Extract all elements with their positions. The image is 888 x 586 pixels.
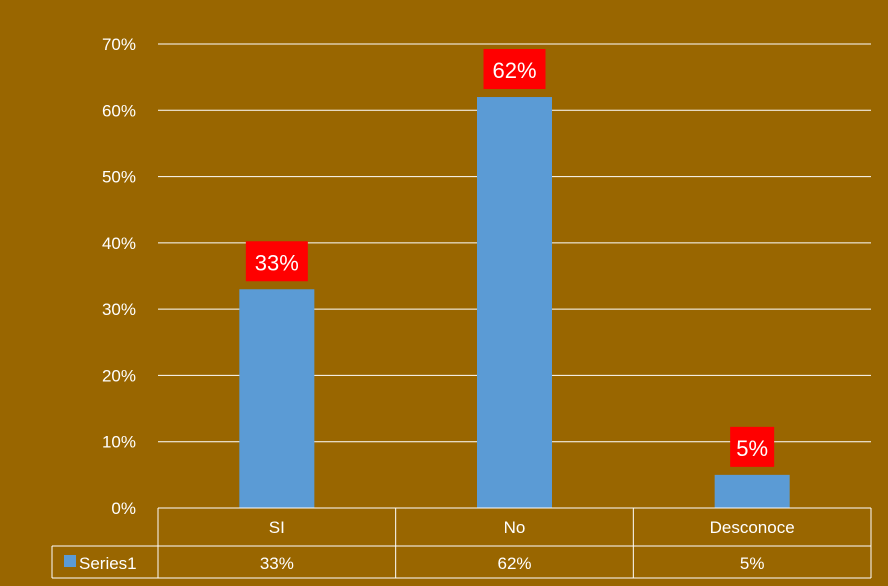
data-label: 62% (492, 58, 536, 83)
legend-series-name: Series1 (79, 554, 137, 573)
y-tick-label: 50% (102, 168, 136, 187)
data-label-background (483, 49, 546, 90)
bar (239, 289, 315, 508)
table-value: 5% (740, 554, 765, 573)
y-tick-label: 60% (102, 101, 136, 120)
legend-swatch (64, 555, 76, 567)
x-category-label: SI (269, 518, 285, 537)
y-tick-label: 40% (102, 234, 136, 253)
bar (714, 474, 790, 508)
data-label: 5% (736, 436, 768, 461)
x-category-label: Desconoce (710, 518, 795, 537)
table-value: 33% (260, 554, 294, 573)
data-label-background (730, 426, 775, 467)
bars (239, 97, 790, 509)
table-value: 62% (497, 554, 531, 573)
y-tick-label: 20% (102, 366, 136, 385)
data-labels: 33% 62% 5% (245, 49, 775, 467)
y-tick-label: 10% (102, 433, 136, 452)
bar (477, 97, 552, 509)
data-label-background (245, 241, 308, 282)
x-category-label: No (504, 518, 526, 537)
data-table: SI 33% No 62% Desconoce 5% Series1 (51, 507, 872, 579)
y-axis-ticks: 0% 10% 20% 30% 40% 50% 60% 70% (102, 35, 136, 518)
y-tick-label: 70% (102, 35, 136, 54)
y-tick-label: 30% (102, 300, 136, 319)
data-label: 33% (255, 250, 299, 275)
y-tick-label: 0% (111, 499, 136, 518)
